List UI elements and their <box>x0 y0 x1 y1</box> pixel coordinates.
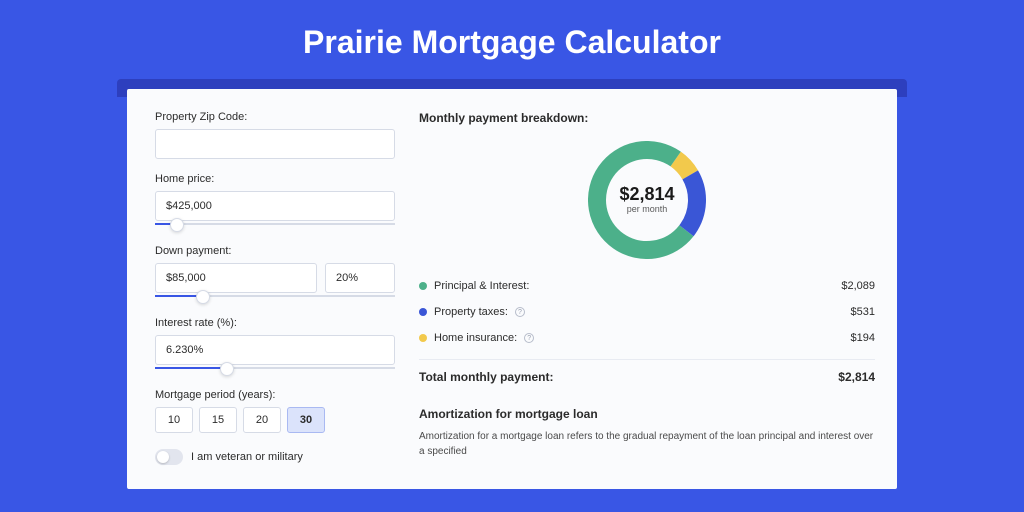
legend-value: $194 <box>851 332 875 344</box>
donut-chart-wrap: $2,814per month <box>419 135 875 273</box>
legend-value: $2,089 <box>841 280 875 292</box>
total-row: Total monthly payment: $2,814 <box>419 366 875 398</box>
amortization-title: Amortization for mortgage loan <box>419 398 875 421</box>
period-field-group: Mortgage period (years): 10152030 <box>155 389 395 433</box>
zip-field-group: Property Zip Code: <box>155 111 395 159</box>
legend-value: $531 <box>851 306 875 318</box>
period-option-30[interactable]: 30 <box>287 407 325 433</box>
period-options: 10152030 <box>155 407 395 433</box>
donut-chart: $2,814per month <box>588 141 706 259</box>
period-option-20[interactable]: 20 <box>243 407 281 433</box>
slider-thumb[interactable] <box>170 218 184 232</box>
home-price-slider[interactable] <box>155 219 395 231</box>
breakdown-column: Monthly payment breakdown: $2,814per mon… <box>419 111 875 489</box>
interest-slider[interactable] <box>155 363 395 375</box>
down-payment-pct-input[interactable] <box>325 263 395 293</box>
legend-label: Principal & Interest: <box>434 280 529 292</box>
zip-label: Property Zip Code: <box>155 111 395 123</box>
veteran-toggle-row: I am veteran or military <box>155 449 395 465</box>
legend-dot <box>419 282 427 290</box>
zip-input[interactable] <box>155 129 395 159</box>
home-price-label: Home price: <box>155 173 395 185</box>
legend-list: Principal & Interest: $2,089 Property taxe… <box>419 273 875 360</box>
info-icon[interactable]: ? <box>515 307 525 317</box>
legend-row-0: Principal & Interest: $2,089 <box>419 273 875 299</box>
legend-dot <box>419 308 427 316</box>
total-value: $2,814 <box>838 370 875 384</box>
calculator-card: Property Zip Code: Home price: Down paym… <box>127 89 897 489</box>
slider-track <box>155 223 395 225</box>
interest-field-group: Interest rate (%): <box>155 317 395 375</box>
donut-center-amount: $2,814 <box>619 184 674 204</box>
home-price-field-group: Home price: <box>155 173 395 231</box>
down-payment-label: Down payment: <box>155 245 395 257</box>
down-payment-slider[interactable] <box>155 291 395 303</box>
legend-label: Property taxes: <box>434 306 508 318</box>
page-title: Prairie Mortgage Calculator <box>0 0 1024 79</box>
form-column: Property Zip Code: Home price: Down paym… <box>155 111 395 489</box>
down-payment-input[interactable] <box>155 263 317 293</box>
period-option-10[interactable]: 10 <box>155 407 193 433</box>
interest-label: Interest rate (%): <box>155 317 395 329</box>
veteran-label: I am veteran or military <box>191 451 303 463</box>
legend-row-2: Home insurance:? $194 <box>419 325 875 351</box>
slider-thumb[interactable] <box>220 362 234 376</box>
period-label: Mortgage period (years): <box>155 389 395 401</box>
interest-input[interactable] <box>155 335 395 365</box>
down-payment-field-group: Down payment: <box>155 245 395 303</box>
period-option-15[interactable]: 15 <box>199 407 237 433</box>
total-label: Total monthly payment: <box>419 370 553 384</box>
toggle-knob <box>157 451 169 463</box>
veteran-toggle[interactable] <box>155 449 183 465</box>
slider-fill <box>155 367 227 369</box>
home-price-input[interactable] <box>155 191 395 221</box>
amortization-text: Amortization for a mortgage loan refers … <box>419 429 875 459</box>
breakdown-title: Monthly payment breakdown: <box>419 111 875 125</box>
legend-label: Home insurance: <box>434 332 517 344</box>
slider-thumb[interactable] <box>196 290 210 304</box>
legend-row-1: Property taxes:? $531 <box>419 299 875 325</box>
info-icon[interactable]: ? <box>524 333 534 343</box>
donut-center-sub: per month <box>627 204 668 214</box>
legend-dot <box>419 334 427 342</box>
